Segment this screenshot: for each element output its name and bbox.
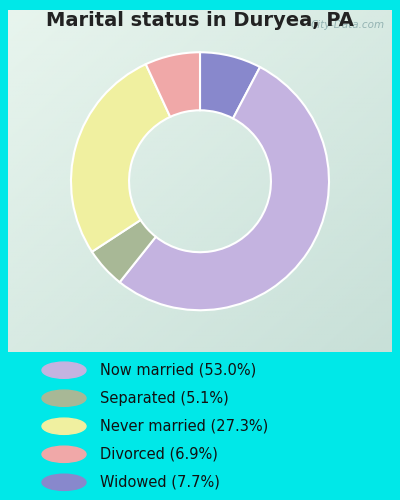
Text: City-Data.com: City-Data.com [310, 20, 384, 30]
Circle shape [42, 362, 86, 378]
Text: Widowed (7.7%): Widowed (7.7%) [100, 475, 220, 490]
Wedge shape [92, 220, 156, 282]
Wedge shape [146, 52, 200, 117]
Text: Marital status in Duryea, PA: Marital status in Duryea, PA [46, 11, 354, 30]
Wedge shape [71, 64, 170, 252]
Wedge shape [200, 52, 260, 118]
Wedge shape [120, 67, 329, 310]
Text: Never married (27.3%): Never married (27.3%) [100, 419, 268, 434]
Text: Divorced (6.9%): Divorced (6.9%) [100, 447, 218, 462]
Circle shape [42, 446, 86, 462]
Text: Separated (5.1%): Separated (5.1%) [100, 390, 229, 406]
Circle shape [42, 418, 86, 434]
Circle shape [42, 390, 86, 406]
Text: Now married (53.0%): Now married (53.0%) [100, 362, 256, 378]
Circle shape [42, 474, 86, 490]
